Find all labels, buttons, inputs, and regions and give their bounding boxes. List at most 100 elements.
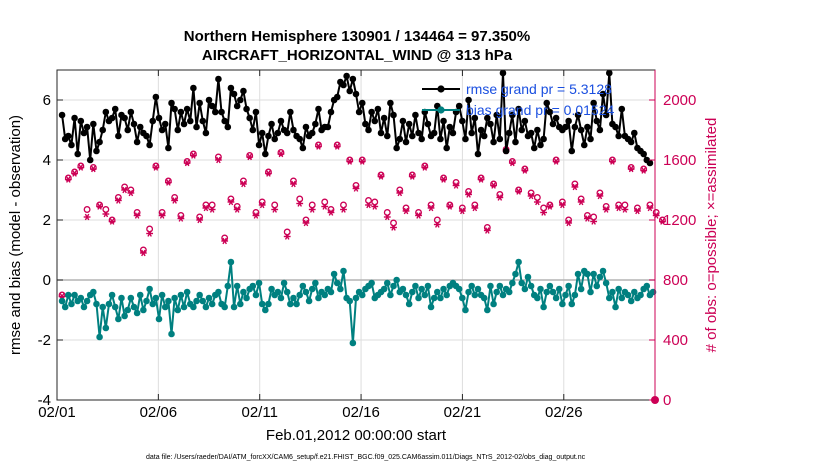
y-right-tick-label: 400 [663,332,688,349]
rmse-point [136,123,144,131]
rmse-point [218,108,225,116]
rmse-point [390,111,397,119]
asterisk-stroke [510,159,515,167]
asterisk-stroke [128,189,134,197]
bias-point [61,303,69,311]
legend: rmse grand pr = 5.3128 bias grand pr = 0… [422,81,614,118]
bias-point [305,297,313,305]
asterisk-stroke [216,156,221,164]
y-tick-label: 2 [43,212,51,229]
bias-point [252,291,260,299]
rmse-point [312,120,319,128]
asterisk-stroke [116,197,121,204]
assimilated-obs-point [596,192,604,200]
asterisk-stroke [153,164,159,171]
assimilated-obs-point [183,159,191,167]
assimilated-obs-point [64,176,72,183]
assimilated-obs-point [215,156,222,164]
asterisk-stroke [147,230,152,237]
rmse-point [440,117,447,125]
possible-obs-point [340,201,347,209]
bias-point [390,282,397,290]
asterisk-stroke [522,167,528,174]
bias-point [527,282,535,290]
assimilated-obs-point [402,207,410,215]
rmse-point [343,72,350,80]
asterisk-stroke [91,165,96,173]
rmse-point [287,108,294,116]
bias-point [493,288,501,296]
rmse-point [202,129,210,137]
assimilated-obs-point [533,198,541,206]
bias-point [202,303,210,311]
possible-obs-point [390,219,397,227]
bias-point [312,279,319,287]
assimilated-obs-point [552,158,560,165]
assimilated-obs-point [208,206,216,213]
assimilated-obs-point [427,204,435,212]
rmse-point [493,111,501,119]
assimilated-obs-point [646,204,654,212]
rmse-point [571,123,579,131]
x-tick-label: 02/26 [545,404,583,421]
assimilated-obs-point [89,165,97,173]
asterisk-stroke [497,194,503,201]
rmse-point [593,117,601,125]
bias-point [199,297,207,305]
rmse-point [562,123,569,131]
rmse-point [602,111,610,119]
rmse-point [490,138,497,146]
asterisk-stroke [541,209,546,216]
rmse-point [537,141,544,149]
rmse-point [299,144,307,152]
rmse-point [124,126,132,134]
rmse-point [377,129,385,137]
assimilated-obs-point [333,143,341,150]
rmse-point [186,117,194,125]
assimilated-obs-point [627,165,635,173]
legend-rmse-marker [437,85,445,93]
assimilated-obs-point [164,179,172,186]
rmse-point [449,129,457,137]
rmse-point [605,69,613,77]
bias-point [402,291,410,299]
assimilated-obs-point [583,215,591,222]
asterisk-stroke [72,170,77,177]
bias-point [290,294,297,302]
asterisk-stroke [291,180,296,188]
asterisk-stroke [309,206,315,213]
rmse-point [405,120,413,128]
rmse-point [265,132,272,140]
rmse-point [149,117,157,125]
assimilated-obs-point [102,210,110,218]
rmse-point [552,114,560,122]
bias-point [190,303,197,311]
rmse-point [640,150,647,158]
rmse-point [233,102,241,110]
rmse-point [258,129,266,137]
bias-point [612,303,619,311]
possible-obs-point [283,228,291,236]
bias-point [593,282,601,290]
y-right-tick-label: 1600 [663,152,696,169]
x-tick-label: 02/06 [140,404,178,421]
right-axis-zero-marker [651,396,659,404]
bias-point [315,294,322,302]
bias-point [183,288,191,296]
asterisk-stroke [234,206,240,213]
assimilated-obs-point [546,203,554,210]
bias-point [152,294,160,302]
asterisk-stroke [434,221,440,228]
assimilated-obs-point [496,194,504,201]
rmse-point [418,135,425,143]
asterisk-stroke [447,203,453,210]
bias-point [58,297,66,305]
bias-point [574,270,582,278]
bias-point [352,294,360,302]
bias-point [474,285,482,293]
bias-point [427,303,435,311]
asterisk-stroke [466,191,471,198]
assimilated-obs-point [515,188,523,195]
assimilated-obs-point [602,206,610,213]
bias-point [299,282,307,290]
